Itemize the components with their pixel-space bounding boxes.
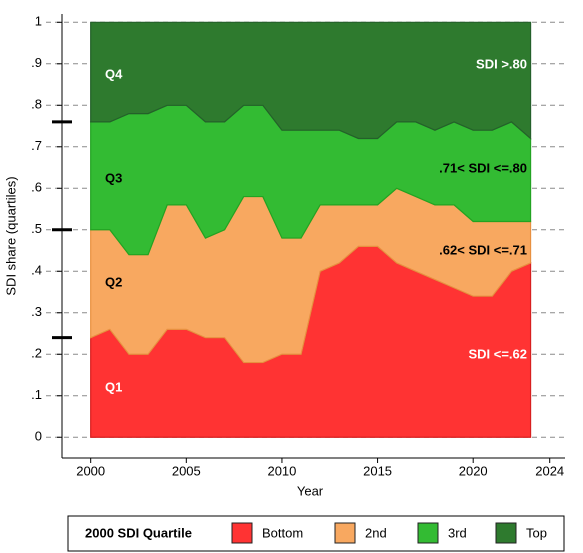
legend-swatch (334, 522, 356, 544)
annotation: Q3 (105, 170, 122, 185)
x-tick-label: 2005 (172, 463, 201, 478)
y-tick-label: .8 (31, 97, 42, 112)
y-tick-label: .9 (31, 55, 42, 70)
annotation: .62< SDI <=.71 (439, 242, 527, 257)
x-tick-label: 2024 (535, 463, 564, 478)
x-tick-label: 2000 (76, 463, 105, 478)
y-tick-label: .1 (31, 387, 42, 402)
legend-label: Top (526, 525, 547, 540)
annotation: SDI <=.62 (468, 346, 527, 361)
x-tick-label: 2020 (459, 463, 488, 478)
x-tick-label: 2010 (267, 463, 296, 478)
annotation: Q1 (105, 379, 122, 394)
y-tick-label: 0 (35, 429, 42, 444)
y-tick-label: 1 (35, 14, 42, 29)
legend-label: 2nd (365, 525, 387, 540)
annotation: Q4 (105, 66, 123, 81)
legend-swatch (417, 522, 439, 544)
legend-swatch (495, 522, 517, 544)
y-tick-label: .6 (31, 180, 42, 195)
x-tick-label: 2015 (363, 463, 392, 478)
legend-swatch (231, 522, 253, 544)
area (90, 21, 532, 140)
y-tick-label: .4 (31, 263, 42, 278)
y-tick-label: .7 (31, 138, 42, 153)
y-tick-label: .5 (31, 221, 42, 236)
y-tick-label: .3 (31, 304, 42, 319)
annotation: .71< SDI <=.80 (439, 160, 527, 175)
legend-box (67, 515, 565, 552)
annotation: Q2 (105, 274, 122, 289)
annotation: SDI >.80 (476, 56, 527, 71)
x-axis-label: Year (297, 483, 324, 498)
y-tick-label: .2 (31, 346, 42, 361)
legend-label: 3rd (448, 525, 467, 540)
legend-title: 2000 SDI Quartile (85, 525, 192, 540)
y-axis-label: SDI share (quartiles) (3, 176, 18, 295)
legend: 2000 SDI Quartile Bottom 2nd 3rd Top (67, 515, 565, 552)
legend-label: Bottom (262, 525, 303, 540)
